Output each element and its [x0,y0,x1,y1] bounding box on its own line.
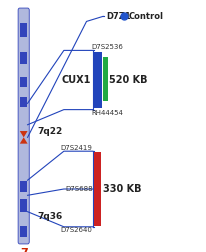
Text: 7q36: 7q36 [37,212,62,221]
Bar [20,181,27,192]
Bar [20,97,27,107]
Text: D7S688: D7S688 [65,186,93,192]
Text: D7S2419: D7S2419 [61,145,93,151]
Bar [20,23,27,37]
Text: 7q22: 7q22 [37,127,62,136]
Text: Control: Control [129,12,164,21]
Text: 330 KB: 330 KB [103,184,142,194]
Text: CUX1: CUX1 [61,75,91,85]
Text: D7S2640: D7S2640 [61,227,93,233]
Bar [94,52,102,108]
FancyBboxPatch shape [18,8,29,244]
Bar [94,152,101,226]
Text: D7S2536: D7S2536 [92,44,124,50]
Text: RH44454: RH44454 [92,110,124,116]
Polygon shape [20,137,28,144]
Polygon shape [20,131,28,137]
Text: 7: 7 [20,248,28,252]
Bar [103,57,108,101]
Bar [20,77,27,87]
Bar [20,199,27,212]
Bar [20,52,27,64]
Bar [20,226,27,237]
Text: 520 KB: 520 KB [109,75,148,85]
Text: D7Z1: D7Z1 [106,12,131,21]
